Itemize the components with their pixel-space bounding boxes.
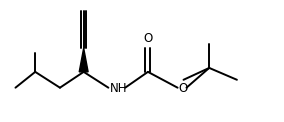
Text: O: O	[179, 82, 188, 95]
Text: O: O	[143, 32, 153, 45]
Polygon shape	[79, 48, 88, 72]
Text: NH: NH	[109, 82, 127, 95]
